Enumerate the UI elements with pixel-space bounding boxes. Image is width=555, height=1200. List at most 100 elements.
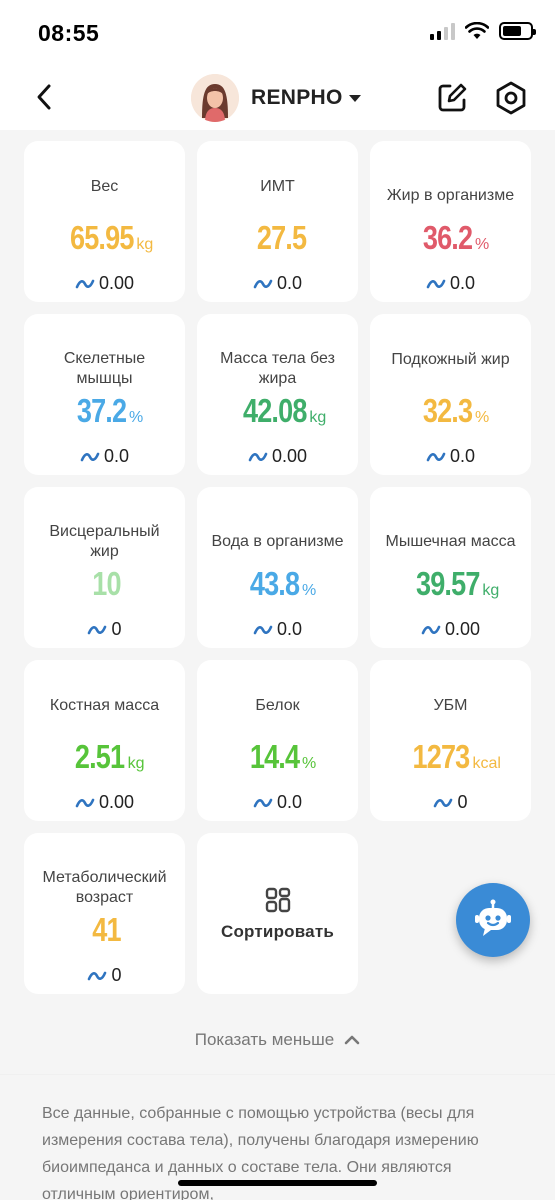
metric-card-subcutaneous-fat[interactable]: Подкожный жир 32.3% 0.0 — [370, 314, 531, 475]
metric-card-bmi[interactable]: ИМТ 27.5 0.0 — [197, 141, 358, 302]
edit-button[interactable] — [436, 82, 468, 114]
trend-wave-icon — [80, 452, 100, 461]
metric-trend: 0.0 — [276, 273, 303, 293]
metric-trend: 0 — [111, 965, 122, 985]
metrics-grid: Вес 65.95 kg 0.00 ИМТ 27.5 0.0 Жир в орга… — [24, 141, 531, 994]
metric-unit: % — [302, 582, 317, 599]
wifi-icon — [465, 22, 489, 39]
chat-assistant-button[interactable] — [456, 883, 530, 957]
metric-unit: kcal — [472, 755, 501, 772]
metric-label: Подкожный жир — [391, 351, 510, 368]
metric-label: Вес — [90, 178, 119, 195]
status-bar: 08:55 — [0, 0, 555, 66]
app-header: RENPHO — [0, 66, 555, 130]
robot-chat-icon — [475, 899, 511, 936]
metric-unit: kg — [127, 755, 145, 772]
metric-value: 65.95 — [69, 219, 134, 256]
metric-unit: % — [302, 755, 317, 772]
metric-unit: % — [129, 409, 144, 426]
show-less-label: Показать меньше — [194, 1030, 335, 1049]
trend-wave-icon — [253, 279, 273, 288]
settings-button[interactable] — [494, 81, 528, 115]
metric-value: 1273 — [412, 738, 471, 775]
metric-unit: % — [475, 236, 490, 253]
metric-trend: 0.0 — [103, 446, 130, 466]
metric-value: 41 — [91, 911, 121, 948]
metric-card-weight[interactable]: Вес 65.95 kg 0.00 — [24, 141, 185, 302]
metric-card-visceral-fat[interactable]: Висцеральный жир 10 0 — [24, 487, 185, 648]
trend-wave-icon — [253, 798, 273, 807]
chevron-down-icon — [348, 94, 361, 102]
trend-wave-icon — [426, 279, 446, 288]
metric-trend: 0.0 — [276, 792, 303, 812]
sort-grid-icon — [265, 887, 290, 912]
username: RENPHO — [251, 86, 343, 109]
trend-wave-icon — [88, 625, 107, 634]
metric-label: Мышечная масса — [385, 533, 516, 550]
status-icons — [430, 22, 536, 40]
sort-button[interactable]: Сортировать — [197, 833, 358, 994]
metric-label: Белок — [255, 697, 300, 714]
metric-unit: kg — [309, 409, 327, 426]
metric-trend: 0.00 — [98, 273, 135, 293]
metric-trend: 0.00 — [444, 619, 481, 639]
metric-value: 37.2 — [76, 392, 127, 429]
metric-trend: 0 — [111, 619, 122, 639]
metric-unit: kg — [482, 582, 500, 599]
metric-value: 36.2 — [422, 219, 473, 256]
home-indicator[interactable] — [178, 1180, 377, 1186]
metric-card-body-water[interactable]: Вода в организме 43.8% 0.0 — [197, 487, 358, 648]
metric-card-skeletal-muscle[interactable]: Скелетные мышцы 37.2% 0.0 — [24, 314, 185, 475]
sort-label: Сортировать — [220, 921, 335, 941]
trend-wave-icon — [421, 625, 441, 634]
metric-label: Масса тела без жира — [220, 350, 335, 387]
metric-value: 39.57 — [415, 565, 480, 602]
metric-value: 42.08 — [242, 392, 307, 429]
cellular-signal-icon — [430, 22, 455, 40]
metric-value: 2.51 — [75, 738, 125, 775]
metric-value: 14.4 — [249, 738, 300, 775]
divider — [0, 1074, 555, 1075]
trend-wave-icon — [88, 971, 107, 980]
metric-trend: 0.0 — [449, 273, 476, 293]
user-avatar-icon — [191, 74, 239, 122]
trend-wave-icon — [75, 798, 95, 807]
chevron-up-icon — [344, 1035, 360, 1045]
trend-wave-icon — [253, 625, 273, 634]
metric-card-bone-mass[interactable]: Костная масса 2.51 kg 0.00 — [24, 660, 185, 821]
metric-trend: 0.0 — [449, 446, 476, 466]
back-button[interactable] — [28, 80, 62, 114]
metric-card-muscle-mass[interactable]: Мышечная масса 39.57 kg 0.00 — [370, 487, 531, 648]
metric-label: УБМ — [433, 697, 468, 714]
metric-card-fat-free-mass[interactable]: Масса тела без жира 42.08 kg 0.00 — [197, 314, 358, 475]
metric-card-bmr[interactable]: УБМ 1273 kcal 0 — [370, 660, 531, 821]
disclaimer-text: Все данные, собранные с помощью устройст… — [42, 1105, 479, 1200]
metric-trend: 0.00 — [271, 446, 308, 466]
trend-wave-icon — [75, 279, 95, 288]
show-less-toggle[interactable]: Показать меньше — [0, 1030, 555, 1050]
metric-label: ИМТ — [260, 178, 295, 195]
metric-card-protein[interactable]: Белок 14.4% 0.0 — [197, 660, 358, 821]
trend-wave-icon — [248, 452, 268, 461]
metric-label: Метаболический возраст — [42, 869, 167, 906]
metric-card-body-fat[interactable]: Жир в организме 36.2% 0.0 — [370, 141, 531, 302]
metric-card-metabolic-age[interactable]: Метаболический возраст 41 0 — [24, 833, 185, 994]
metric-unit: kg — [136, 236, 154, 253]
metric-value: 32.3 — [422, 392, 473, 429]
metric-label: Вода в организме — [211, 533, 344, 550]
metric-value: 43.8 — [249, 565, 300, 602]
metric-label: Висцеральный жир — [49, 523, 160, 560]
status-time: 08:55 — [38, 20, 100, 46]
user-switcher[interactable]: RENPHO — [191, 74, 361, 122]
metric-value: 27.5 — [256, 219, 307, 256]
battery-icon — [499, 22, 536, 40]
metric-trend: 0 — [457, 792, 468, 812]
trend-wave-icon — [426, 452, 446, 461]
metric-value: 10 — [91, 565, 121, 602]
metric-trend: 0.00 — [98, 792, 135, 812]
metric-trend: 0.0 — [276, 619, 303, 639]
avatar — [191, 74, 239, 122]
metric-label: Скелетные мышцы — [63, 350, 146, 387]
metric-unit: % — [475, 409, 490, 426]
metric-label: Костная масса — [49, 697, 160, 714]
